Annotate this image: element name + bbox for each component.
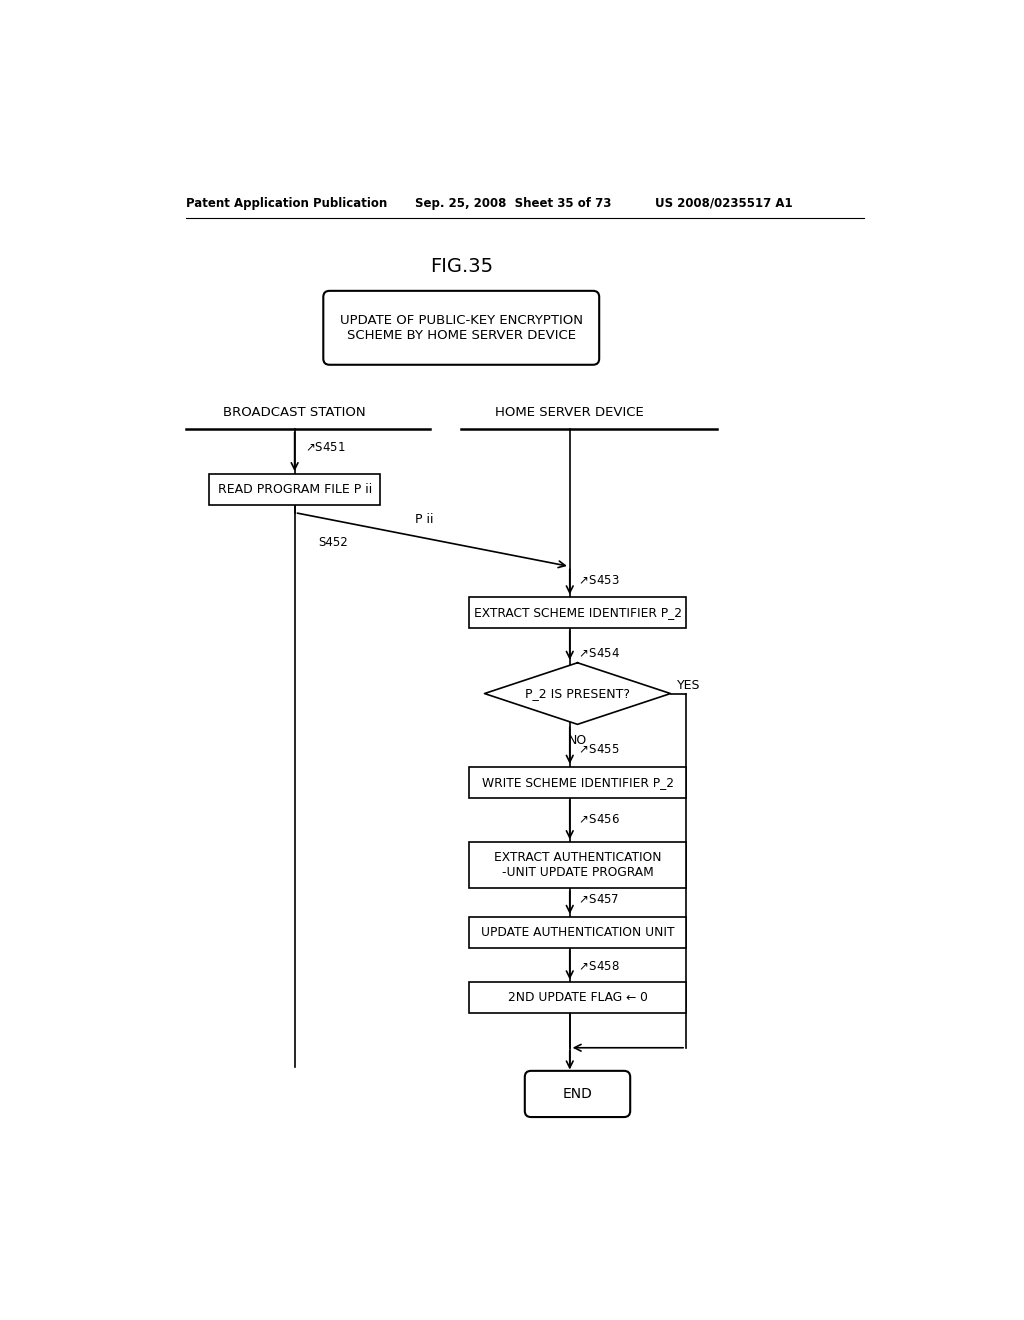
FancyBboxPatch shape (469, 842, 686, 888)
Text: EXTRACT AUTHENTICATION
-UNIT UPDATE PROGRAM: EXTRACT AUTHENTICATION -UNIT UPDATE PROG… (494, 851, 662, 879)
Text: UPDATE AUTHENTICATION UNIT: UPDATE AUTHENTICATION UNIT (480, 925, 674, 939)
Text: WRITE SCHEME IDENTIFIER P_2: WRITE SCHEME IDENTIFIER P_2 (481, 776, 674, 788)
Text: $\!\nearrow\!$S456: $\!\nearrow\!$S456 (578, 813, 620, 825)
Text: YES: YES (677, 680, 700, 693)
Text: US 2008/0235517 A1: US 2008/0235517 A1 (655, 197, 793, 210)
FancyBboxPatch shape (209, 474, 380, 506)
Text: HOME SERVER DEVICE: HOME SERVER DEVICE (496, 407, 644, 418)
Text: $\!\nearrow\!$S454: $\!\nearrow\!$S454 (578, 647, 620, 660)
Text: Patent Application Publication: Patent Application Publication (186, 197, 387, 210)
Text: $\!\nearrow\!$S457: $\!\nearrow\!$S457 (578, 894, 618, 907)
Text: S452: S452 (317, 536, 347, 549)
Text: READ PROGRAM FILE P ii: READ PROGRAM FILE P ii (217, 483, 372, 496)
Text: $\!\nearrow\!$S458: $\!\nearrow\!$S458 (578, 961, 620, 973)
FancyBboxPatch shape (469, 767, 686, 797)
Text: EXTRACT SCHEME IDENTIFIER P_2: EXTRACT SCHEME IDENTIFIER P_2 (473, 606, 682, 619)
FancyBboxPatch shape (524, 1071, 630, 1117)
Text: P_2 IS PRESENT?: P_2 IS PRESENT? (525, 686, 630, 700)
Text: UPDATE OF PUBLIC-KEY ENCRYPTION
SCHEME BY HOME SERVER DEVICE: UPDATE OF PUBLIC-KEY ENCRYPTION SCHEME B… (340, 314, 583, 342)
FancyBboxPatch shape (469, 597, 686, 628)
Text: $\!\nearrow\!$S453: $\!\nearrow\!$S453 (578, 574, 618, 587)
Text: FIG.35: FIG.35 (430, 256, 493, 276)
Text: $\!\!\nearrow\!$S451: $\!\!\nearrow\!$S451 (306, 441, 346, 454)
Text: P ii: P ii (415, 512, 434, 525)
Text: $\!\nearrow\!$S455: $\!\nearrow\!$S455 (578, 743, 618, 756)
FancyBboxPatch shape (469, 917, 686, 948)
FancyBboxPatch shape (324, 290, 599, 364)
Text: Sep. 25, 2008  Sheet 35 of 73: Sep. 25, 2008 Sheet 35 of 73 (415, 197, 611, 210)
Polygon shape (484, 663, 671, 725)
Text: BROADCAST STATION: BROADCAST STATION (223, 407, 366, 418)
FancyBboxPatch shape (469, 982, 686, 1014)
Text: END: END (562, 1086, 593, 1101)
Text: 2ND UPDATE FLAG ← 0: 2ND UPDATE FLAG ← 0 (508, 991, 647, 1005)
Text: NO: NO (568, 734, 587, 747)
